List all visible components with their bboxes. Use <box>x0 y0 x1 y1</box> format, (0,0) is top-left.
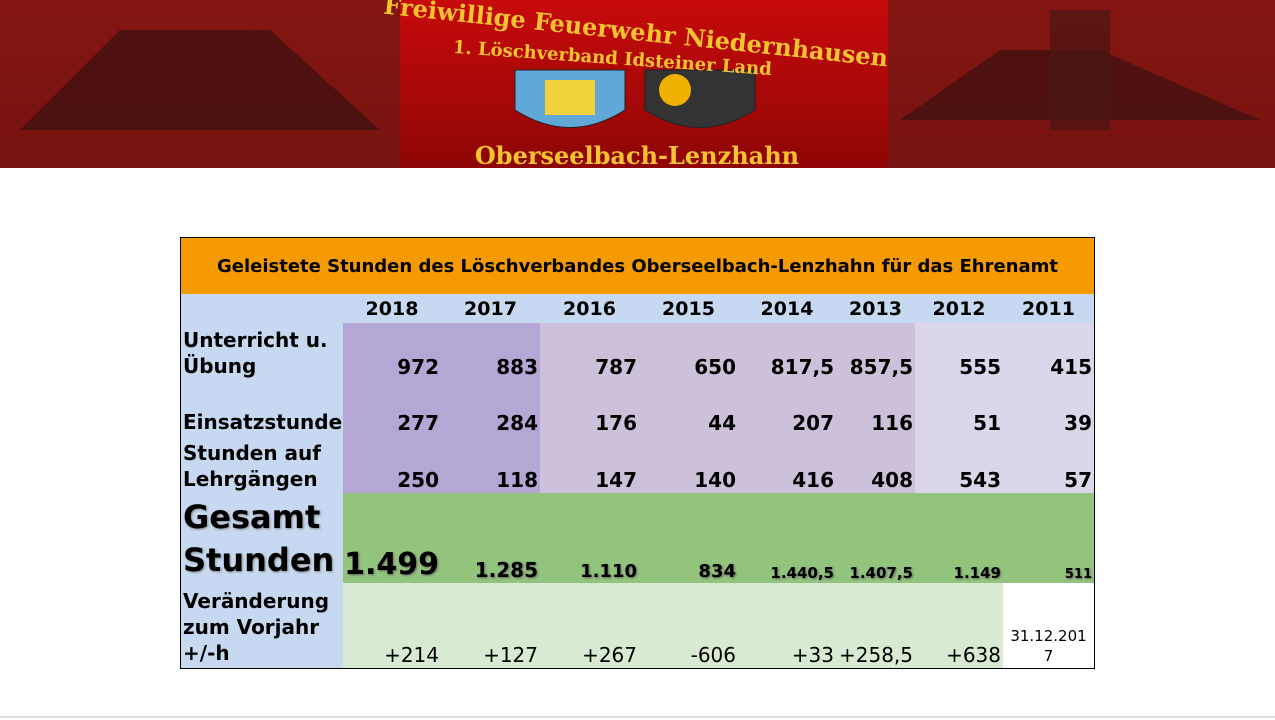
column-header: 2016 <box>540 294 640 324</box>
divider <box>0 716 1275 718</box>
total-cell: 511 <box>1003 493 1095 584</box>
column-header: 2017 <box>441 294 541 324</box>
header-location: Oberseelbach-Lenzhahn <box>475 141 799 168</box>
value-cell: 250 <box>343 436 442 494</box>
total-cell: 1.499 <box>343 493 442 584</box>
total-cell: 1.440,5 <box>738 493 837 584</box>
value-cell: 147 <box>540 436 640 494</box>
value-cell: 116 <box>836 380 916 437</box>
value-cell: 277 <box>343 380 442 437</box>
row-label: Gesamt Stunden <box>180 493 344 584</box>
value-cell: 817,5 <box>738 323 837 381</box>
value-cell: +214 <box>343 583 442 669</box>
column-header: 2012 <box>915 294 1004 324</box>
value-cell: 650 <box>639 323 739 381</box>
column-header: 2011 <box>1003 294 1095 324</box>
value-cell: +258,5 <box>836 583 916 669</box>
value-cell: 408 <box>836 436 916 494</box>
table-title: Geleistete Stunden des Löschverbandes Ob… <box>180 237 1095 295</box>
value-cell: 857,5 <box>836 323 916 381</box>
value-cell: 416 <box>738 436 837 494</box>
column-header: 2013 <box>836 294 916 324</box>
row-label: Stunden auf Lehrgängen <box>180 436 344 494</box>
value-cell: 207 <box>738 380 837 437</box>
value-cell: -606 <box>639 583 739 669</box>
value-cell: +267 <box>540 583 640 669</box>
value-cell: 31.12.2017 <box>1003 583 1095 669</box>
value-cell: +33 <box>738 583 837 669</box>
total-cell: 834 <box>639 493 739 584</box>
column-header: 2014 <box>738 294 837 324</box>
value-cell: 787 <box>540 323 640 381</box>
column-header: 2015 <box>639 294 739 324</box>
value-cell: 176 <box>540 380 640 437</box>
row-label: Einsatzstunden <box>180 380 344 437</box>
total-cell: 1.110 <box>540 493 640 584</box>
value-cell: 57 <box>1003 436 1095 494</box>
value-cell: 118 <box>441 436 541 494</box>
value-cell: 140 <box>639 436 739 494</box>
value-cell: 883 <box>441 323 541 381</box>
value-cell: 39 <box>1003 380 1095 437</box>
value-cell: 972 <box>343 323 442 381</box>
banner: Freiwillige Feuerwehr Niedernhausen 1. L… <box>0 0 1275 168</box>
total-cell: 1.285 <box>441 493 541 584</box>
value-cell: +638 <box>915 583 1004 669</box>
value-cell: 543 <box>915 436 1004 494</box>
total-cell: 1.149 <box>915 493 1004 584</box>
value-cell: 51 <box>915 380 1004 437</box>
value-cell: +127 <box>441 583 541 669</box>
value-cell: 284 <box>441 380 541 437</box>
total-cell: 1.407,5 <box>836 493 916 584</box>
row-label: Unterricht u. Übung <box>180 323 344 381</box>
value-cell: 555 <box>915 323 1004 381</box>
header-corner <box>180 294 344 324</box>
column-header: 2018 <box>343 294 442 324</box>
value-cell: 415 <box>1003 323 1095 381</box>
row-label: Veränderung zum Vorjahr +/-h <box>180 583 344 669</box>
value-cell: 44 <box>639 380 739 437</box>
